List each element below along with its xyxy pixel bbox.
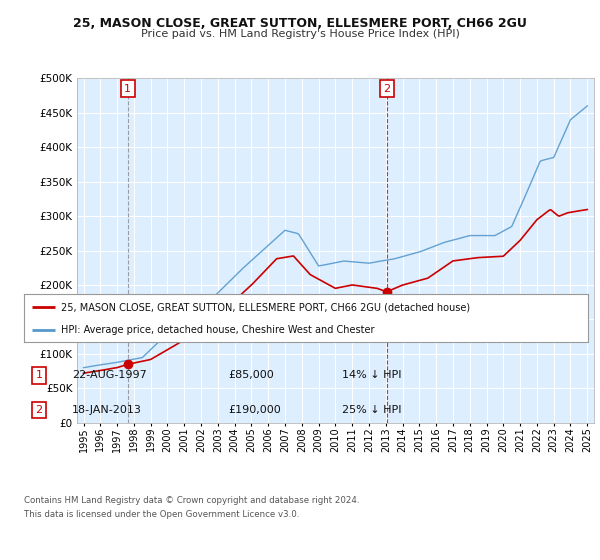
Text: 1: 1 [35,370,43,380]
Text: £190,000: £190,000 [228,405,281,415]
Text: Price paid vs. HM Land Registry's House Price Index (HPI): Price paid vs. HM Land Registry's House … [140,29,460,39]
Text: 14% ↓ HPI: 14% ↓ HPI [342,370,401,380]
Text: 2: 2 [35,405,43,415]
Text: 25, MASON CLOSE, GREAT SUTTON, ELLESMERE PORT, CH66 2GU: 25, MASON CLOSE, GREAT SUTTON, ELLESMERE… [73,17,527,30]
Text: 18-JAN-2013: 18-JAN-2013 [72,405,142,415]
Text: 1: 1 [124,84,131,94]
Text: This data is licensed under the Open Government Licence v3.0.: This data is licensed under the Open Gov… [24,510,299,519]
Text: 25, MASON CLOSE, GREAT SUTTON, ELLESMERE PORT, CH66 2GU (detached house): 25, MASON CLOSE, GREAT SUTTON, ELLESMERE… [61,302,470,312]
Text: £85,000: £85,000 [228,370,274,380]
Text: 2: 2 [383,84,390,94]
Text: 22-AUG-1997: 22-AUG-1997 [72,370,147,380]
Text: Contains HM Land Registry data © Crown copyright and database right 2024.: Contains HM Land Registry data © Crown c… [24,496,359,505]
Text: 25% ↓ HPI: 25% ↓ HPI [342,405,401,415]
Text: HPI: Average price, detached house, Cheshire West and Chester: HPI: Average price, detached house, Ches… [61,325,374,335]
